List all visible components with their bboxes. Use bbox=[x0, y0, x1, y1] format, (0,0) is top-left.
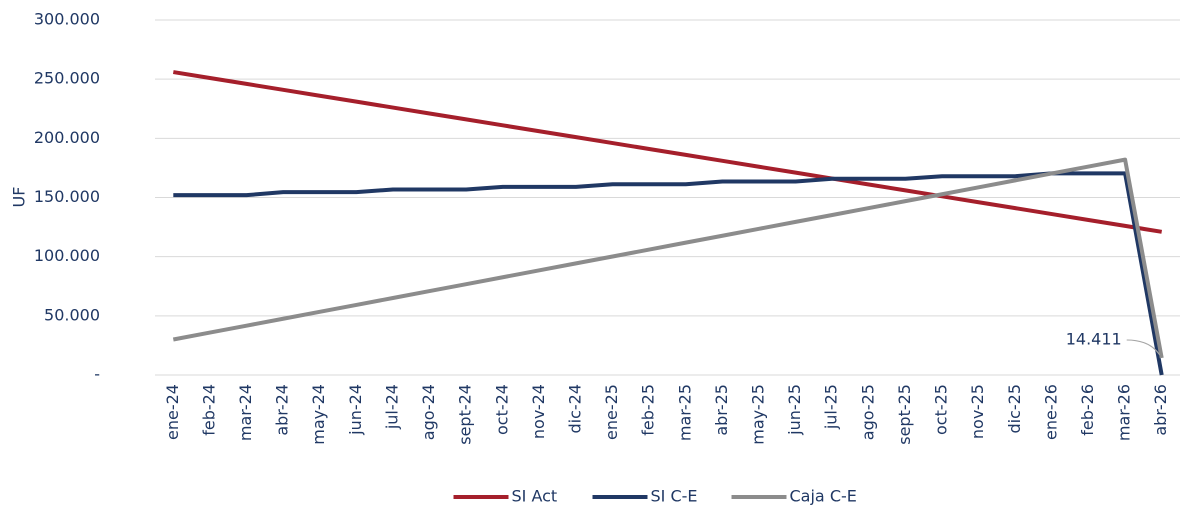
x-tick-label: dic-24 bbox=[565, 384, 584, 434]
x-tick-label: feb-26 bbox=[1078, 384, 1097, 436]
x-tick-label: jun-24 bbox=[346, 384, 365, 436]
y-tick-label: 100.000 bbox=[34, 246, 100, 265]
legend-label: SI C-E bbox=[651, 487, 698, 506]
series-line bbox=[172, 157, 1164, 359]
y-tick-label: 50.000 bbox=[44, 305, 100, 324]
x-tick-label: jul-24 bbox=[382, 384, 401, 430]
y-tick-label: 300.000 bbox=[34, 10, 100, 29]
x-tick-label: ago-25 bbox=[858, 384, 877, 440]
x-tick-label: sept-24 bbox=[456, 384, 475, 445]
x-tick-label: abr-24 bbox=[273, 384, 292, 436]
x-tick-label: may-24 bbox=[309, 384, 328, 445]
x-tick-label: feb-25 bbox=[639, 384, 658, 436]
series-line bbox=[173, 171, 1164, 376]
x-tick-label: abr-25 bbox=[712, 384, 731, 436]
y-axis-label: UF bbox=[10, 187, 29, 208]
x-tick-label: ene-24 bbox=[163, 384, 182, 440]
legend-label: SI Act bbox=[512, 487, 558, 506]
x-tick-label: mar-25 bbox=[675, 384, 694, 441]
x-tick-label: dic-25 bbox=[1005, 384, 1024, 434]
y-tick-label: 150.000 bbox=[34, 187, 100, 206]
x-tick-label: nov-24 bbox=[529, 384, 548, 439]
x-tick-label: ene-26 bbox=[1041, 384, 1060, 440]
x-tick-label: may-25 bbox=[749, 384, 768, 445]
x-tick-label: feb-24 bbox=[199, 384, 218, 436]
y-tick-label: - bbox=[94, 365, 100, 384]
legend-label: Caja C-E bbox=[790, 487, 857, 506]
x-tick-label: oct-25 bbox=[932, 384, 951, 435]
x-tick-label: jun-25 bbox=[785, 384, 804, 436]
x-tick-label: nov-25 bbox=[968, 384, 987, 439]
x-tick-label: mar-24 bbox=[236, 384, 255, 441]
x-tick-label: sept-25 bbox=[895, 384, 914, 445]
x-tick-label: jul-25 bbox=[822, 384, 841, 430]
x-tick-label: ago-24 bbox=[419, 384, 438, 440]
y-tick-label: 200.000 bbox=[34, 128, 100, 147]
series-line bbox=[172, 70, 1163, 234]
y-tick-label: 250.000 bbox=[34, 69, 100, 88]
x-tick-label: oct-24 bbox=[492, 384, 511, 435]
x-tick-label: abr-26 bbox=[1151, 384, 1170, 436]
leader-line bbox=[1126, 339, 1161, 356]
x-tick-label: mar-26 bbox=[1115, 384, 1134, 441]
data-label: 14.411 bbox=[1066, 329, 1122, 348]
x-tick-label: ene-25 bbox=[602, 384, 621, 440]
